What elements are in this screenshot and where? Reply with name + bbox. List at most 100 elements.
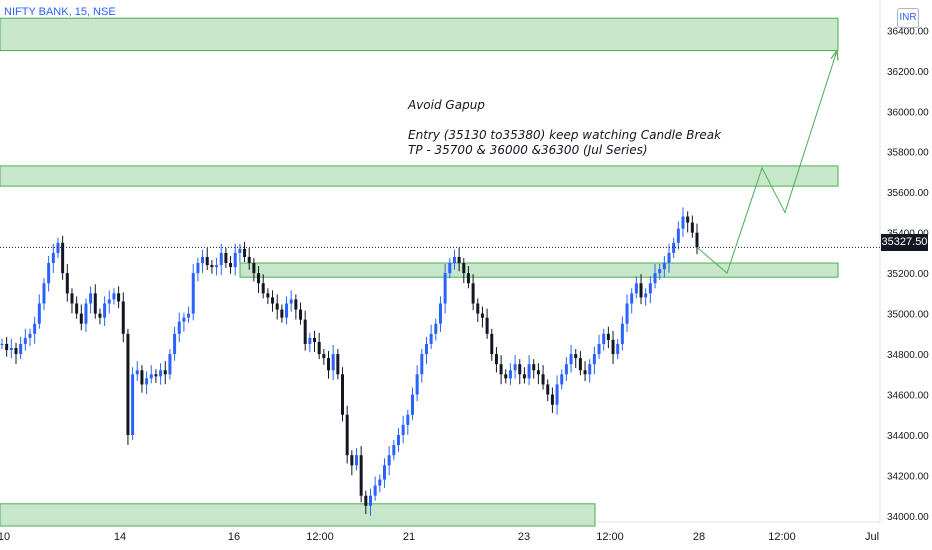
candle-body <box>676 228 680 243</box>
y-tick-label: 34600.00 <box>887 391 929 402</box>
candle-body <box>546 384 550 395</box>
candle-body <box>401 424 405 435</box>
candle-body <box>644 293 648 298</box>
annotation-targets: TP - 35700 & 36000 &36300 (Jul Series) <box>408 143 648 157</box>
candle-body <box>23 337 27 344</box>
candle-body <box>75 303 79 314</box>
candle-body <box>163 370 167 375</box>
y-tick-label: 34400.00 <box>887 431 929 442</box>
candle-body <box>620 323 624 344</box>
candle-body <box>569 354 573 365</box>
candle-body <box>466 273 470 284</box>
candle-body <box>462 263 466 274</box>
candle-body <box>429 333 433 344</box>
candle-body <box>490 333 494 355</box>
candle-body <box>149 374 153 379</box>
candle-body <box>541 374 545 385</box>
candle-body <box>452 256 456 264</box>
candle-body <box>485 317 489 334</box>
y-tick-label: 36000.00 <box>887 107 929 118</box>
candle-body <box>634 283 638 294</box>
x-tick-label: Jul <box>865 531 879 543</box>
candle-body <box>257 273 261 284</box>
candle-body <box>583 370 587 375</box>
candle-body <box>341 374 345 415</box>
candle-body <box>672 242 676 253</box>
candle-body <box>19 343 23 355</box>
candle-body <box>182 317 186 322</box>
x-tick-label: 21 <box>403 531 415 543</box>
candle-body <box>602 333 606 344</box>
candle-body <box>354 455 358 466</box>
candle-body <box>597 343 601 355</box>
y-tick-label: 36400.00 <box>887 26 929 37</box>
candle-body <box>140 370 144 385</box>
candle-body <box>89 293 93 304</box>
x-tick-label: 16 <box>228 531 240 543</box>
candle-body <box>219 252 223 266</box>
candle-body <box>47 263 51 284</box>
candle-body <box>331 354 335 371</box>
candle-body <box>252 263 256 274</box>
candle-body <box>107 299 111 304</box>
candle-body <box>177 321 181 334</box>
y-tick-label: 35600.00 <box>887 188 929 199</box>
candle-body <box>648 283 652 294</box>
candle-body <box>9 348 13 351</box>
candle-body <box>233 252 237 268</box>
candle-body <box>438 303 442 324</box>
candle-body <box>5 343 9 351</box>
candle-body <box>690 222 694 233</box>
candle-body <box>592 354 596 365</box>
candle-body <box>93 293 97 314</box>
support-zone-entry <box>239 262 839 278</box>
candle-body <box>378 479 382 486</box>
candle-body <box>112 293 116 300</box>
candle-body <box>317 341 321 355</box>
candle-body <box>499 364 503 375</box>
candle-body <box>173 333 177 355</box>
candle-body <box>70 293 74 304</box>
candle-body <box>84 303 88 324</box>
candle-body <box>229 263 233 268</box>
candle-body <box>280 309 284 318</box>
candle-body <box>527 364 531 379</box>
symbol-label[interactable]: NIFTY BANK, 15, NSE <box>4 6 116 18</box>
candle-body <box>611 339 615 355</box>
annotation-entry: Entry (35130 to35380) keep watching Cand… <box>408 128 722 142</box>
candle-body <box>345 414 349 456</box>
candle-body <box>154 374 158 377</box>
candle-body <box>410 394 414 415</box>
support-zone-bottom <box>0 503 596 527</box>
currency-badge[interactable]: INR <box>897 8 919 28</box>
candle-body <box>14 348 18 355</box>
x-tick-label: 28 <box>693 531 705 543</box>
candle-body <box>159 370 163 377</box>
y-tick-label: 34000.00 <box>887 512 929 523</box>
candle-body <box>639 283 643 298</box>
candle-body <box>271 297 275 304</box>
candle-body <box>205 256 209 266</box>
candle-body <box>275 303 279 310</box>
candle-body <box>574 354 578 359</box>
candle-body <box>168 354 172 375</box>
candle-body <box>145 378 149 385</box>
candle-body <box>560 374 564 385</box>
candle-body <box>588 364 592 375</box>
candle-body <box>471 283 475 304</box>
candle-body <box>266 293 270 298</box>
candle-body <box>247 256 251 264</box>
candle-body <box>336 354 340 375</box>
candle-body <box>322 354 326 359</box>
candle-body <box>79 313 83 324</box>
candle-body <box>126 333 130 435</box>
x-tick-label: 10 <box>0 531 10 543</box>
candle-body <box>135 370 139 375</box>
candle-body <box>373 485 377 496</box>
candle-body <box>392 445 396 456</box>
candle-body <box>658 269 662 274</box>
candle-body <box>480 313 484 318</box>
x-tick-label: 14 <box>114 531 126 543</box>
x-tick-label: 23 <box>518 531 530 543</box>
